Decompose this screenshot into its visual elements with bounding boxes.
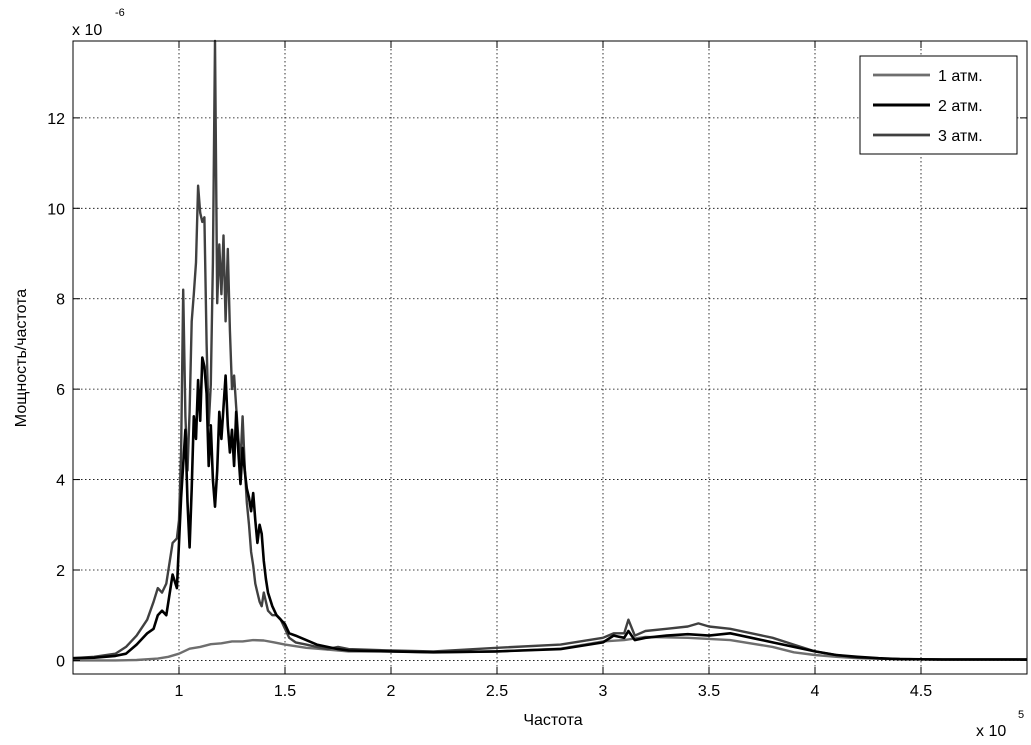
legend-entry: 1 атм. (873, 68, 983, 85)
y-exponent-power: -6 (115, 7, 125, 19)
legend-label: 1 атм. (938, 68, 983, 85)
x-tick-label: 3.5 (698, 683, 720, 700)
y-tick-label: 10 (47, 201, 65, 218)
x-tick-label: 4 (811, 683, 820, 700)
x-tick-label: 1 (175, 683, 184, 700)
x-exponent-power: 5 (1018, 709, 1024, 721)
y-tick-label: 4 (56, 473, 65, 490)
series-line-1 (73, 635, 1027, 662)
y-tick-label: 8 (56, 292, 65, 309)
x-exponent-base: x 10 (976, 723, 1006, 740)
legend-entry: 3 атм. (873, 128, 983, 145)
legend-label: 3 атм. (938, 128, 983, 145)
plot-frame (72, 40, 1028, 675)
legend-entry: 2 атм. (873, 98, 983, 115)
x-tick-label: 1.5 (274, 683, 296, 700)
x-tick-label: 4.5 (910, 683, 932, 700)
x-tick-label: 2.5 (486, 683, 508, 700)
legend-label: 2 атм. (938, 98, 983, 115)
y-exponent-base: x 10 (72, 22, 102, 39)
axis-ticks: 1 1.5 2 2.5 3 3.5 4 4.5 0 2 4 6 8 10 12 (47, 41, 1027, 700)
legend: 1 атм. 2 атм. 3 атм. (859, 55, 1018, 155)
grid (73, 41, 1027, 674)
x-exponent: x 10 5 (976, 709, 1024, 740)
series-line-2 (72, 356, 1027, 661)
y-axis-label: Мощность/частота (13, 289, 30, 427)
x-axis-label: Частота (523, 712, 582, 729)
y-exponent: x 10 -6 (72, 7, 125, 39)
series-lines (72, 39, 1027, 662)
x-tick-label: 3 (599, 683, 608, 700)
y-tick-label: 2 (56, 563, 65, 580)
x-tick-label: 2 (387, 683, 396, 700)
y-tick-label: 0 (56, 653, 65, 670)
series-line-3 (72, 39, 1027, 661)
y-tick-label: 6 (56, 382, 65, 399)
y-tick-label: 12 (47, 111, 65, 128)
